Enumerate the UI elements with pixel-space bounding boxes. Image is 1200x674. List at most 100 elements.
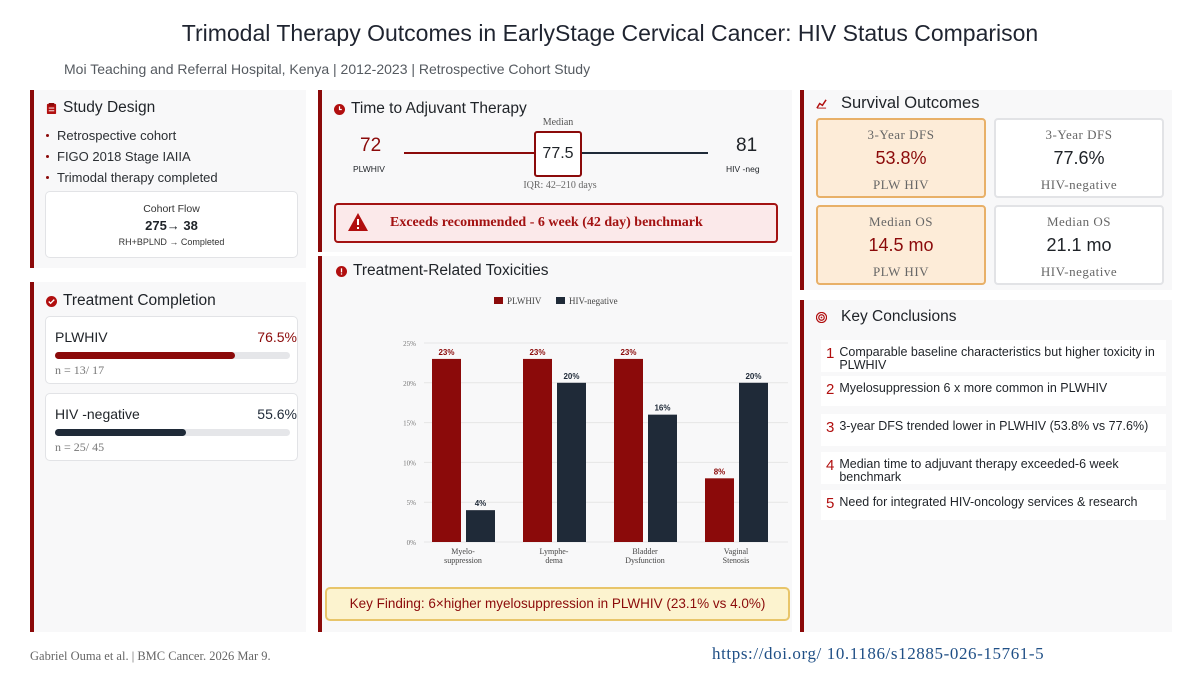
legend-label: HIV-negative	[569, 296, 618, 306]
citation: Gabriel Ouma et al. | BMC Cancer. 2026 M…	[30, 649, 271, 663]
plwhiv-median-value: 72	[360, 135, 382, 156]
plwhiv-label: PLWHIV	[353, 164, 385, 174]
conclusion-item: 2 Myelosuppression 6 x more common in PLW…	[821, 376, 1166, 406]
survival-card-value: 21.1 mo	[1046, 235, 1112, 255]
survival-card-value: 77.6%	[1053, 148, 1105, 168]
completion-group-name: PLWHIV	[55, 329, 108, 345]
survival-card: 3-Year DFS 53.8% PLW HIV	[816, 118, 986, 198]
data-label: 20%	[745, 372, 761, 381]
conclusion-number: 4	[826, 457, 835, 474]
conclusion-number: 5	[826, 495, 835, 512]
median-label: Median	[542, 117, 574, 128]
survival-card: Median OS 14.5 mo PLW HIV	[816, 205, 986, 285]
survival-card-label: 3-Year DFS	[1045, 127, 1113, 142]
y-tick-label: 5%	[407, 499, 417, 507]
completion-progress-fill	[55, 429, 186, 436]
x-tick-label: suppression	[444, 556, 482, 565]
survival-card-label: Median OS	[868, 214, 934, 229]
bar	[614, 358, 643, 542]
legend-swatch	[556, 297, 565, 304]
bar	[523, 358, 552, 542]
data-label: 20%	[563, 372, 579, 381]
completion-n: n = 25/ 45	[55, 440, 105, 454]
time-to-therapy-title: Time to Adjuvant Therapy	[351, 100, 527, 117]
data-label: 23%	[529, 348, 545, 357]
conclusion-item: 4 Median time to adjuvant therapy exceede…	[821, 452, 1166, 484]
conclusion-text: Comparable baseline characteristics but …	[839, 345, 1155, 372]
bar	[557, 382, 586, 542]
cohort-flow-label: Cohort Flow	[143, 203, 200, 215]
benchmark-warning-text: Exceeds recommended - 6 week (42 day) be…	[390, 215, 703, 230]
x-tick-label: Myelo-	[451, 547, 475, 556]
bar	[648, 414, 677, 542]
iqr-label: IQR: 42–210 days	[523, 180, 597, 191]
toxicities-title: Treatment-Related Toxicities	[353, 262, 549, 279]
treatment-completion-title: Treatment Completion	[63, 292, 216, 309]
completion-card-plwhiv: PLWHIV 76.5% n = 13/ 17	[45, 316, 298, 384]
x-tick-label: Vaginal	[724, 547, 749, 556]
clock-icon	[334, 103, 345, 115]
doi-link[interactable]: https://doi.org/ 10.1186/s12885-026-1576…	[712, 644, 1045, 663]
page-title: Trimodal Therapy Outcomes in EarlyStage …	[181, 20, 1039, 46]
data-label: 23%	[438, 348, 454, 357]
x-tick-label: Dysfunction	[625, 556, 665, 565]
legend-swatch	[494, 297, 503, 304]
conclusion-number: 1	[826, 345, 835, 362]
data-label: 16%	[654, 404, 670, 413]
study-design-panel: Study Design Retrospective cohort FIGO 2…	[30, 90, 306, 268]
alert-circle-icon	[336, 265, 347, 277]
conclusion-text: Myelosuppression 6 x more common in PLWH…	[839, 381, 1108, 395]
bar	[705, 478, 734, 542]
benchmark-warning: Exceeds recommended - 6 week (42 day) be…	[334, 203, 778, 243]
survival-card-group: PLW HIV	[872, 177, 930, 192]
conclusion-text: Need for integrated HIV-oncology service…	[839, 495, 1138, 509]
check-circle-icon	[46, 295, 57, 307]
cohort-flow-value: 275→ 38	[145, 218, 198, 233]
x-tick-label: Bladder	[632, 547, 658, 556]
timeline-right	[582, 152, 708, 154]
hiv-neg-median-value: 81	[736, 135, 758, 156]
data-label: 4%	[475, 499, 487, 508]
survival-card-value: 53.8%	[875, 148, 927, 168]
completion-percent: 76.5%	[257, 329, 297, 345]
survival-card-value: 14.5 mo	[868, 235, 934, 255]
completion-card-hiv-negative: HIV -negative 55.6% n = 25/ 45	[45, 393, 298, 461]
key-finding-text: Key Finding: 6×higher myelosuppression i…	[349, 596, 766, 611]
survival-card-label: 3-Year DFS	[867, 127, 935, 142]
bar	[432, 358, 461, 542]
survival-card-group: HIV-negative	[1040, 264, 1118, 279]
toxicity-bar-chart: PLWHIV HIV-negative 0% 5% 10% 15% 20% 25% 23% 4% M…	[403, 296, 788, 565]
x-tick-label: Lymphe-	[540, 547, 569, 556]
completion-progress-bar	[55, 352, 290, 359]
conclusions-panel: Key Conclusions 1 Comparable baseline cha…	[800, 300, 1172, 632]
hiv-neg-label: HIV -neg	[726, 164, 760, 174]
study-design-title: Study Design	[63, 99, 156, 116]
cohort-flow-card: Cohort Flow 275→ 38 RH+BPLND → Completed	[45, 191, 298, 258]
survival-title: Survival Outcomes	[841, 94, 980, 112]
completion-percent: 55.6%	[257, 406, 297, 422]
survival-card: Median OS 21.1 mo HIV-negative	[994, 205, 1164, 285]
page-subtitle: Moi Teaching and Referral Hospital, Keny…	[64, 61, 591, 77]
data-label: 8%	[714, 467, 726, 476]
conclusion-text: 3-year DFS trended lower in PLWHIV (53.8…	[839, 419, 1149, 433]
bar	[739, 382, 768, 542]
warning-icon	[348, 213, 368, 231]
study-design-bullet: FIGO 2018 Stage IAIIA	[44, 149, 191, 164]
trend-chart-icon	[816, 99, 827, 109]
y-tick-label: 25%	[403, 340, 416, 348]
median-box: 77.5	[534, 131, 582, 177]
conclusion-item: 5 Need for integrated HIV-oncology servic…	[821, 490, 1166, 520]
treatment-completion-panel: Treatment Completion PLWHIV 76.5% n = 13…	[30, 282, 306, 632]
y-tick-label: 0%	[407, 539, 417, 547]
completion-n: n = 13/ 17	[55, 363, 105, 377]
survival-card: 3-Year DFS 77.6% HIV-negative	[994, 118, 1164, 198]
conclusion-number: 2	[826, 381, 835, 398]
data-label: 23%	[620, 348, 636, 357]
bar	[466, 510, 495, 542]
key-finding-box: Key Finding: 6×higher myelosuppression i…	[325, 587, 790, 621]
survival-card-group: HIV-negative	[1040, 177, 1118, 192]
x-tick-label: Stenosis	[723, 556, 750, 565]
completion-progress-bar	[55, 429, 290, 436]
survival-card-label: Median OS	[1046, 214, 1112, 229]
conclusion-text: Median time to adjuvant therapy exceeded…	[839, 457, 1119, 484]
